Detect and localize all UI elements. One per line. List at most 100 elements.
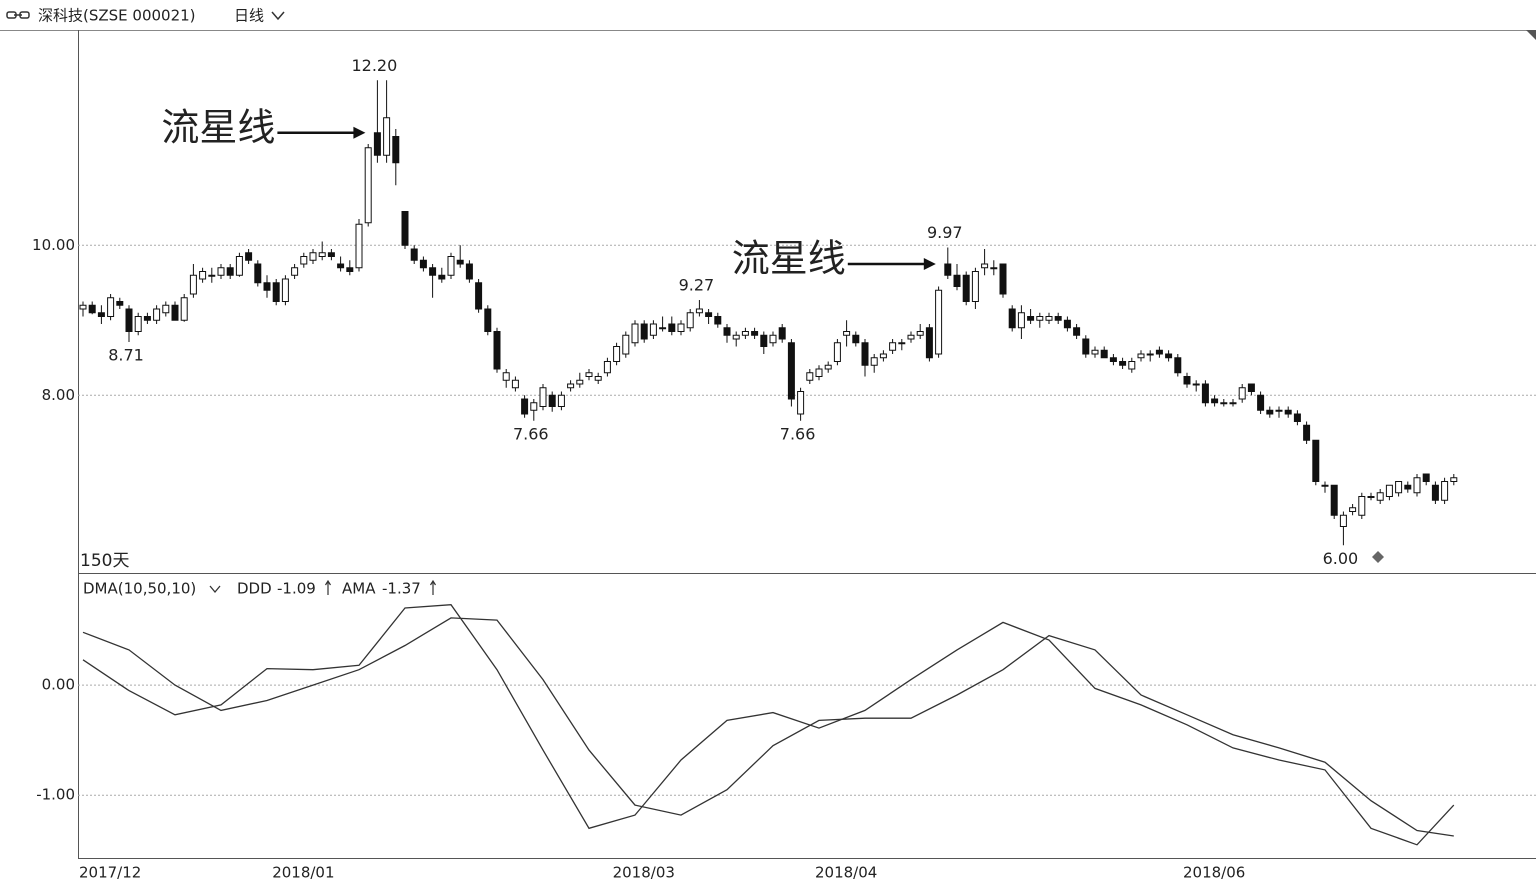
indicator-line — [82, 604, 1455, 846]
candle-body — [1054, 316, 1062, 321]
candle-body — [944, 263, 952, 276]
candle-body — [1045, 316, 1053, 321]
candle-body — [714, 316, 722, 325]
candle-body — [953, 274, 961, 287]
candle-body — [741, 331, 749, 336]
candle-body — [1367, 496, 1375, 498]
candle-body — [484, 308, 492, 332]
candle-body — [760, 334, 768, 347]
candle-body — [990, 267, 998, 270]
candle-body — [824, 364, 832, 370]
candle-body — [327, 252, 335, 257]
candle-body — [1183, 376, 1191, 385]
candle-body — [521, 398, 529, 415]
candle-body — [1431, 484, 1439, 501]
candle-body — [778, 327, 786, 340]
candle-body — [594, 376, 602, 381]
price-label: 7.66 — [780, 424, 816, 443]
indicator-title[interactable]: DMA(10,50,10) — [83, 580, 196, 598]
price-label: 9.97 — [927, 223, 963, 242]
candle-body — [1422, 473, 1430, 482]
candle-body — [576, 379, 584, 385]
x-tick-label: 2018/04 — [815, 864, 877, 882]
candle-body — [263, 282, 271, 291]
x-tick-label: 2018/01 — [272, 864, 334, 882]
link-icon — [6, 11, 30, 19]
candle-body — [879, 353, 887, 359]
candle-body — [1376, 492, 1384, 501]
candle-body — [1339, 514, 1347, 527]
y-tick-label: 10.00 — [32, 236, 75, 254]
candle-body — [622, 334, 630, 355]
candle-body — [1284, 409, 1292, 415]
candle-body — [493, 331, 501, 370]
candle-body — [907, 334, 915, 340]
candle-body — [1349, 507, 1357, 512]
candle-body — [567, 383, 575, 389]
candle-body — [281, 278, 289, 302]
candle-body — [1082, 338, 1090, 355]
period[interactable]: 日线 — [234, 7, 264, 25]
candle-body — [1146, 353, 1154, 356]
candle-body — [1450, 477, 1458, 482]
candle-body — [603, 361, 611, 374]
candle-body — [659, 327, 667, 330]
candle-body — [925, 327, 933, 359]
candle-body — [677, 323, 685, 332]
legend-name: DDD — [237, 580, 272, 598]
candle-body — [79, 304, 87, 310]
candle-body — [1293, 413, 1301, 422]
candle-body — [999, 263, 1007, 295]
candle-body — [199, 271, 207, 280]
candle-body — [1247, 383, 1255, 392]
candle-body — [1358, 496, 1366, 516]
price-label: 6.00 — [1323, 549, 1359, 568]
symbol[interactable]: 深科技(SZSE 000021) — [38, 7, 196, 25]
candle-body — [962, 274, 970, 302]
candle-body — [1385, 484, 1393, 497]
candle-body — [870, 357, 878, 366]
candle-body — [1073, 327, 1081, 336]
candle-body — [1201, 383, 1209, 404]
candle-body — [1211, 398, 1219, 404]
candle-body — [981, 263, 989, 269]
candle-body — [245, 252, 253, 261]
candle-body — [1100, 349, 1108, 359]
candle-body — [1109, 357, 1117, 362]
candle-body — [337, 263, 345, 269]
candle-body — [410, 248, 418, 261]
candle-body — [971, 271, 979, 302]
candle-body — [935, 289, 943, 355]
candle-body — [419, 259, 427, 269]
candle-body — [806, 372, 814, 381]
candle-body — [383, 117, 391, 156]
candle-body — [916, 331, 924, 336]
candle-body — [180, 297, 188, 321]
price-label: 8.71 — [108, 346, 144, 365]
candle-body — [751, 331, 759, 336]
y-tick-label: -1.00 — [36, 786, 75, 804]
candle-body — [668, 323, 676, 332]
candle-body — [686, 312, 694, 329]
candle-body — [143, 316, 151, 321]
candle-body — [1303, 424, 1311, 441]
candle-body — [1266, 409, 1274, 415]
candle-body — [364, 147, 372, 224]
candle-body — [125, 308, 133, 332]
price-label: 9.27 — [679, 276, 715, 295]
candle-body — [429, 267, 437, 276]
period-chevron[interactable] — [271, 11, 285, 21]
candle-body — [631, 323, 639, 344]
x-tick-label: 2017/12 — [79, 864, 141, 882]
candle-body — [1128, 361, 1136, 370]
legend-arrow — [324, 579, 332, 595]
indicator-chevron[interactable] — [209, 585, 221, 594]
annotation: 流星线 — [732, 237, 846, 281]
candle-body — [1155, 349, 1163, 355]
candle-body — [797, 391, 805, 415]
legend-value: -1.37 — [382, 580, 421, 598]
y-tick-label: 8.00 — [42, 386, 75, 404]
candle-body — [889, 342, 897, 351]
